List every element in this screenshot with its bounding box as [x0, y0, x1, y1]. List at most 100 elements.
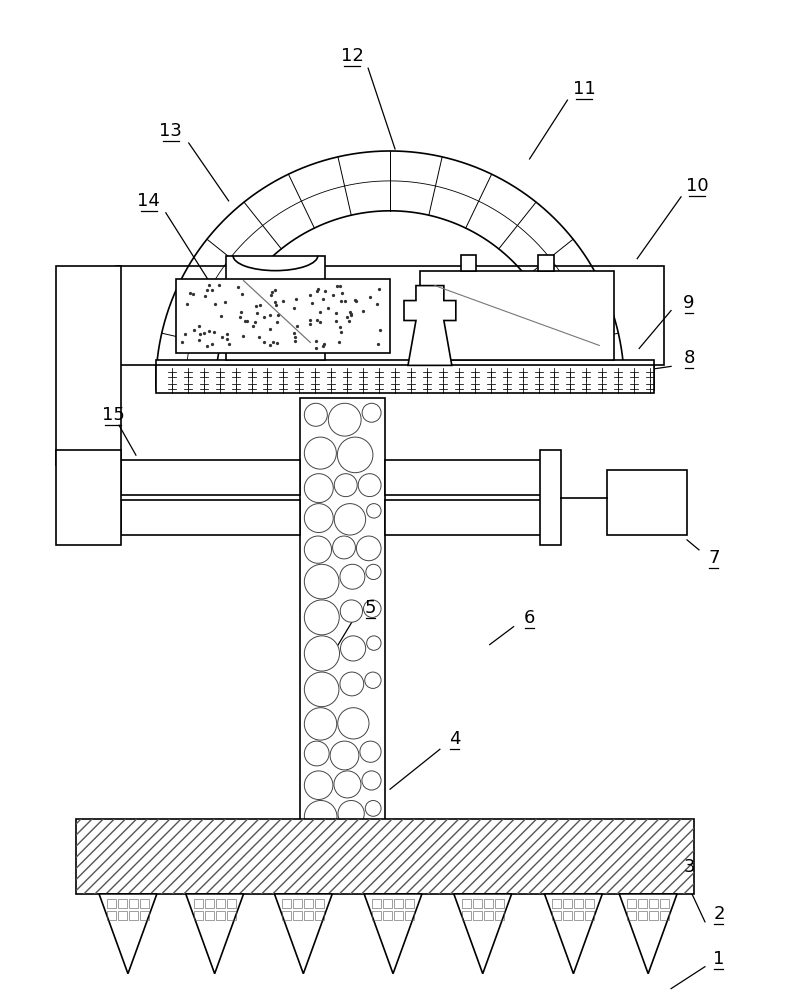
Circle shape	[304, 536, 332, 563]
Bar	[405, 911, 414, 920]
Point	[310, 333, 323, 349]
Circle shape	[334, 771, 361, 798]
Bar	[484, 911, 493, 920]
Point	[373, 281, 386, 297]
Circle shape	[366, 636, 381, 650]
Bar	[405, 899, 414, 908]
Bar	[129, 911, 138, 920]
Point	[233, 309, 246, 325]
Text: 11: 11	[573, 80, 596, 98]
Polygon shape	[275, 894, 332, 974]
Text: 5: 5	[365, 599, 376, 617]
Circle shape	[360, 741, 381, 762]
Circle shape	[357, 536, 381, 561]
Point	[288, 333, 301, 349]
Bar	[552, 911, 561, 920]
Point	[200, 282, 213, 298]
Point	[201, 338, 214, 354]
Bar	[140, 899, 149, 908]
Circle shape	[304, 474, 333, 503]
Bar	[76, 819, 694, 894]
Point	[312, 281, 324, 297]
Point	[310, 312, 323, 328]
Bar	[304, 911, 313, 920]
Text: 1: 1	[713, 950, 724, 968]
Point	[236, 286, 249, 302]
Point	[344, 304, 357, 320]
Point	[263, 307, 276, 323]
Point	[314, 314, 327, 330]
Bar	[118, 911, 127, 920]
Circle shape	[366, 504, 381, 518]
Point	[207, 324, 220, 340]
Circle shape	[340, 564, 365, 589]
Point	[291, 318, 303, 334]
Bar	[204, 899, 213, 908]
Bar	[627, 911, 636, 920]
Point	[266, 284, 279, 300]
Text: 14: 14	[138, 192, 160, 210]
Bar	[216, 911, 225, 920]
Bar	[660, 911, 669, 920]
Bar	[107, 911, 116, 920]
Point	[180, 296, 193, 312]
Bar	[204, 911, 213, 920]
Point	[205, 336, 218, 352]
Point	[277, 293, 290, 309]
Point	[218, 294, 231, 310]
Point	[372, 336, 385, 352]
Bar	[76, 819, 694, 894]
Point	[310, 340, 323, 356]
Bar	[156, 365, 654, 393]
Point	[322, 300, 335, 316]
Point	[270, 335, 283, 351]
Point	[203, 323, 216, 339]
Point	[270, 297, 283, 313]
Point	[247, 318, 260, 334]
Point	[306, 295, 319, 311]
Bar	[649, 911, 658, 920]
Circle shape	[362, 403, 381, 422]
Circle shape	[365, 672, 381, 688]
Text: 12: 12	[341, 47, 364, 65]
Point	[237, 328, 250, 344]
Point	[317, 336, 330, 352]
Circle shape	[304, 708, 336, 740]
Bar	[383, 899, 392, 908]
Point	[327, 287, 340, 303]
Circle shape	[337, 437, 373, 473]
Point	[290, 291, 303, 307]
Bar	[564, 911, 572, 920]
Polygon shape	[186, 894, 244, 974]
Point	[258, 309, 270, 325]
Bar	[116, 266, 664, 365]
Point	[349, 293, 362, 309]
Point	[221, 326, 233, 342]
Bar	[194, 911, 203, 920]
Bar	[394, 911, 403, 920]
Circle shape	[304, 771, 333, 799]
Point	[184, 285, 196, 301]
Point	[329, 313, 342, 329]
Bar	[129, 899, 138, 908]
Polygon shape	[99, 894, 157, 974]
Polygon shape	[454, 894, 512, 974]
Circle shape	[334, 504, 365, 535]
Point	[266, 334, 279, 350]
Point	[252, 329, 265, 345]
Point	[314, 304, 327, 320]
Point	[179, 326, 192, 342]
Bar	[216, 899, 225, 908]
Bar	[225, 256, 325, 360]
Bar	[585, 911, 594, 920]
Bar	[107, 899, 116, 908]
Circle shape	[362, 771, 381, 790]
Text: 7: 7	[709, 549, 720, 567]
Point	[214, 308, 227, 324]
Point	[213, 277, 226, 293]
Text: 9: 9	[683, 294, 695, 312]
Bar	[564, 899, 572, 908]
Point	[232, 279, 245, 295]
Bar	[304, 899, 313, 908]
Bar	[495, 899, 504, 908]
